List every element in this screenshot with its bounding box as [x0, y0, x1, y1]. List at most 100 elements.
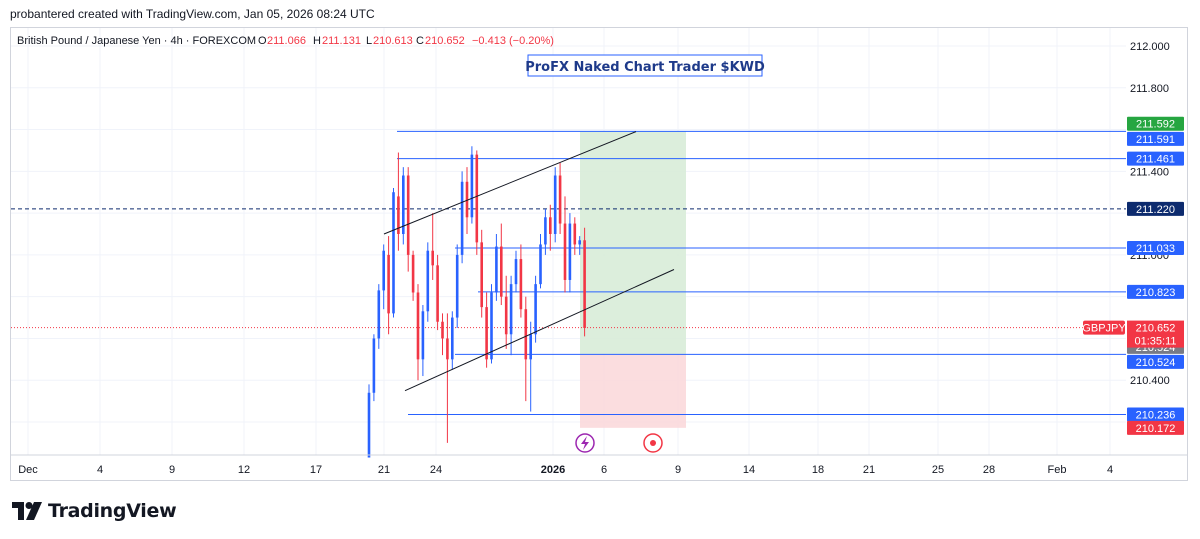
- candle-body: [480, 242, 483, 308]
- candle[interactable]: [568, 213, 572, 293]
- candle-body: [446, 338, 449, 360]
- candle[interactable]: [553, 167, 557, 243]
- candle[interactable]: [426, 242, 430, 322]
- candle[interactable]: [480, 229, 483, 318]
- candle-body: [539, 244, 542, 285]
- x-tick-label: 25: [932, 464, 944, 476]
- candle-body: [397, 196, 400, 235]
- candle[interactable]: [500, 223, 503, 306]
- candle[interactable]: [558, 162, 562, 235]
- candle[interactable]: [549, 204, 552, 251]
- candle[interactable]: [573, 217, 577, 255]
- x-tick-label: 21: [863, 464, 875, 476]
- price-badge-text: 210.524: [1136, 357, 1176, 369]
- candle-body: [558, 175, 562, 224]
- target-icon[interactable]: [643, 433, 663, 453]
- channel-lower-line[interactable]: [404, 269, 675, 392]
- x-tick-label: 4: [1107, 464, 1113, 476]
- candle-body: [573, 223, 577, 245]
- x-tick-label: 2026: [541, 464, 565, 476]
- candle[interactable]: [441, 313, 444, 356]
- candle-body: [524, 309, 528, 360]
- candle[interactable]: [421, 305, 425, 377]
- x-tick-label: 21: [378, 464, 390, 476]
- candle[interactable]: [529, 321, 532, 412]
- candle[interactable]: [436, 254, 439, 331]
- price-badges: 211.592 211.591 211.461 211.220 211.033 210.8…: [1082, 116, 1184, 435]
- x-tick-label: 24: [430, 464, 442, 476]
- x-tick-label: 18: [812, 464, 824, 476]
- candle[interactable]: [446, 313, 449, 443]
- candle[interactable]: [387, 236, 390, 335]
- candle-body: [387, 254, 390, 314]
- x-tick-label: 17: [310, 464, 322, 476]
- lightning-icon[interactable]: [575, 433, 595, 453]
- candle[interactable]: [451, 311, 454, 370]
- candle[interactable]: [397, 152, 400, 251]
- candle-body: [402, 175, 405, 235]
- candle[interactable]: [509, 275, 513, 356]
- candle[interactable]: [578, 236, 581, 255]
- candle-body: [392, 192, 395, 314]
- candle[interactable]: [475, 150, 479, 255]
- svg-text:C: C: [416, 35, 424, 47]
- candle-body: [514, 259, 518, 285]
- price-badge-bg: [1127, 131, 1184, 146]
- price-badge-text: 211.220: [1136, 204, 1175, 216]
- candle[interactable]: [367, 384, 371, 458]
- price-badge-bg: [1127, 420, 1184, 435]
- candle[interactable]: [470, 146, 474, 224]
- candle[interactable]: [514, 250, 518, 293]
- price-badge-bg: [1127, 284, 1184, 299]
- change-value: −0.413 (−0.20%): [472, 35, 554, 47]
- x-tick-label: 9: [675, 464, 681, 476]
- candle[interactable]: [455, 244, 459, 329]
- candle-body: [534, 284, 537, 335]
- x-tick-label: 14: [743, 464, 755, 476]
- candle-body: [377, 290, 381, 339]
- candle[interactable]: [402, 167, 405, 245]
- candle-body: [529, 334, 532, 360]
- x-tick-label: 6: [601, 464, 607, 476]
- candle[interactable]: [495, 234, 498, 301]
- annotation-text: ProFX Naked Chart Trader $KWD: [525, 60, 765, 75]
- price-badge-bg: [1127, 116, 1184, 131]
- candle[interactable]: [490, 284, 493, 364]
- candle[interactable]: [406, 167, 410, 272]
- candle-body: [563, 223, 567, 280]
- stop-loss-zone[interactable]: [580, 354, 686, 428]
- candle[interactable]: [382, 244, 385, 310]
- candle-body: [411, 254, 415, 293]
- low-value: 210.613: [373, 35, 413, 47]
- annotation-box[interactable]: ProFX Naked Chart Trader $KWD: [525, 54, 765, 77]
- candle-body: [460, 181, 464, 255]
- candle[interactable]: [431, 213, 434, 280]
- take-profit-zone[interactable]: [580, 131, 686, 355]
- candle[interactable]: [372, 334, 376, 402]
- candle[interactable]: [485, 292, 488, 368]
- chart-frame: [10, 27, 1188, 481]
- candle[interactable]: [411, 250, 415, 301]
- price-badge-text: 211.033: [1136, 243, 1175, 255]
- candle[interactable]: [539, 234, 542, 289]
- countdown-value: 01:35:11: [1134, 336, 1176, 348]
- candle[interactable]: [377, 284, 381, 349]
- candle[interactable]: [524, 296, 528, 402]
- candle-body: [455, 254, 459, 318]
- candle[interactable]: [544, 208, 547, 255]
- candle[interactable]: [504, 275, 508, 349]
- candle[interactable]: [563, 196, 567, 293]
- channel-upper-line[interactable]: [383, 131, 637, 235]
- y-tick-label: 210.400: [1130, 375, 1170, 387]
- candle[interactable]: [392, 188, 395, 318]
- candle-body: [451, 317, 454, 360]
- candle[interactable]: [460, 171, 464, 264]
- x-tick-label: 9: [169, 464, 175, 476]
- candle-body: [490, 292, 493, 360]
- candle[interactable]: [416, 284, 420, 381]
- price-badge: 211.033: [1127, 241, 1184, 255]
- candle[interactable]: [583, 227, 586, 337]
- candle[interactable]: [519, 244, 523, 318]
- candle-body: [382, 250, 385, 291]
